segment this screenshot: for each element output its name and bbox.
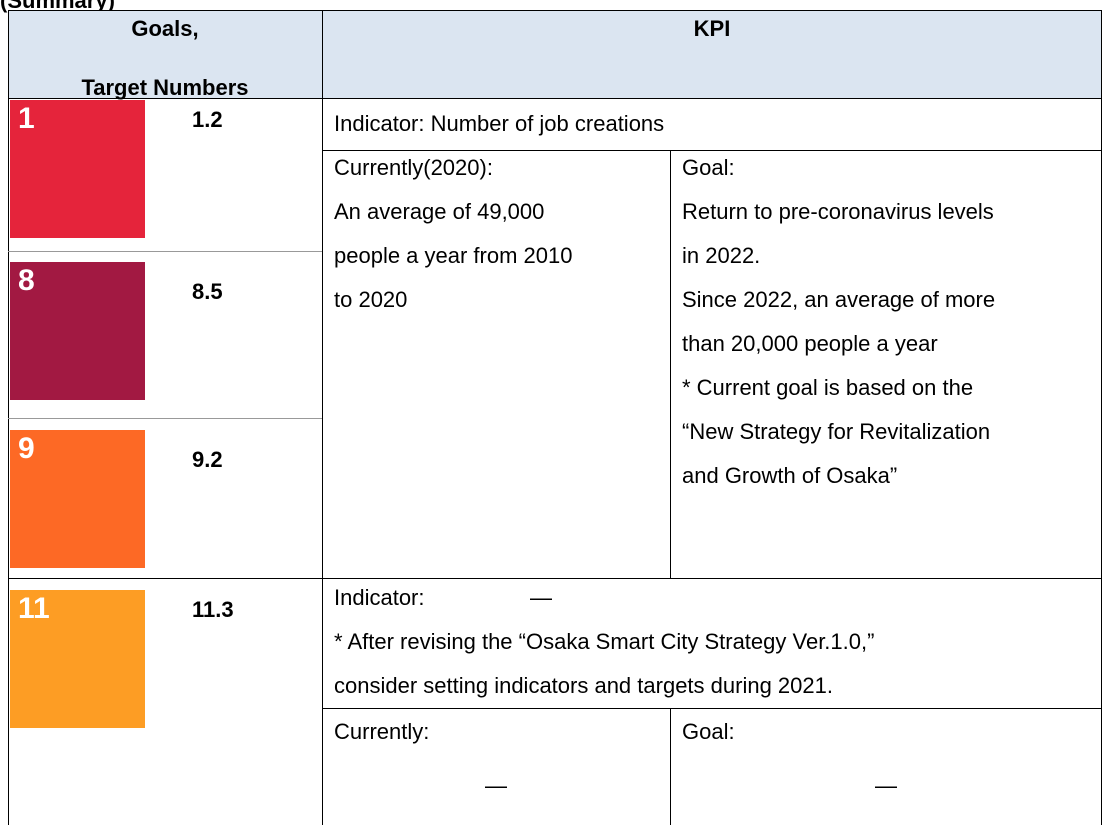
header-text: Target Numbers	[81, 75, 249, 100]
icon-number: 8	[18, 264, 35, 297]
border	[8, 251, 322, 252]
indicator-value: —	[530, 585, 552, 610]
target-number: 9.2	[192, 447, 223, 472]
indicator: Indicator: Number of job creations	[334, 111, 665, 136]
title: (Summary)	[0, 0, 115, 13]
sdg-icon: 8	[10, 262, 145, 400]
icon-number: 1	[18, 102, 35, 135]
indicator: Indicator:	[334, 585, 425, 610]
note: consider setting indicators and targets …	[334, 673, 833, 698]
sdg-icon: 1	[10, 100, 145, 238]
cell-line: Return to pre-coronavirus levels	[682, 199, 994, 224]
border	[8, 10, 1102, 11]
border	[322, 150, 1102, 151]
header-bg	[8, 10, 1102, 98]
cell-line: * Current goal is based on the	[682, 375, 974, 400]
goal-value: —	[875, 773, 897, 798]
target-number: 11.3	[192, 597, 234, 622]
border	[670, 708, 671, 825]
sdg-icon: 9	[10, 430, 145, 568]
sdg-icon: 11	[10, 590, 145, 728]
icon-number: 9	[18, 432, 35, 465]
cell-line: in 2022.	[682, 243, 761, 268]
header-text: Goals,	[131, 16, 199, 41]
border	[8, 98, 1102, 99]
current-label: Currently:	[334, 719, 430, 744]
cell-line: Since 2022, an average of more	[682, 287, 996, 312]
border	[8, 10, 9, 825]
cell-line: An average of 49,000	[334, 199, 545, 224]
target-number: 1.2	[192, 107, 223, 132]
cell-line: people a year from 2010	[334, 243, 573, 268]
icon-number: 11	[18, 592, 50, 625]
cell-line: Goal:	[682, 155, 735, 180]
border	[322, 10, 323, 825]
header-text: KPI	[693, 16, 731, 41]
border	[8, 578, 1102, 579]
cell-line: Currently(2020):	[334, 155, 493, 180]
border	[670, 150, 671, 578]
note: * After revising the “Osaka Smart City S…	[334, 629, 875, 654]
border	[8, 418, 322, 419]
target-number: 8.5	[192, 279, 223, 304]
current-value: —	[485, 773, 507, 798]
cell-line: and Growth of Osaka”	[682, 463, 898, 488]
cell-line: than 20,000 people a year	[682, 331, 938, 356]
cell-line: to 2020	[334, 287, 408, 312]
border	[1101, 10, 1102, 825]
cell-line: “New Strategy for Revitalization	[682, 419, 991, 444]
border	[322, 708, 1102, 709]
goal-label: Goal:	[682, 719, 735, 744]
